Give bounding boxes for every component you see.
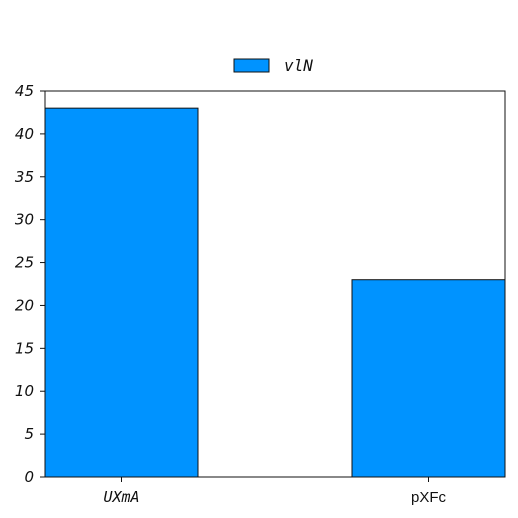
y-tick-label: 30 — [15, 211, 34, 229]
y-tick-label: 15 — [15, 339, 34, 357]
y-axis: 0 5 10 15 20 25 30 35 40 45 — [15, 82, 45, 486]
legend: vlN — [233, 56, 313, 75]
y-tick-label: 25 — [15, 254, 34, 272]
y-tick-label: 45 — [15, 82, 34, 100]
y-tick-label: 5 — [24, 425, 34, 443]
y-tick-label: 35 — [15, 168, 34, 186]
legend-label: vlN — [284, 56, 313, 75]
bar-UXmA — [44, 107, 199, 478]
x-axis: UXmA pXFc — [103, 477, 447, 506]
bar-pXFc — [351, 279, 506, 478]
legend-swatch — [233, 58, 270, 73]
y-tick-label: 10 — [15, 382, 34, 400]
y-tick-label: 0 — [24, 468, 34, 486]
y-tick-label: 40 — [15, 125, 34, 143]
x-tick-label: UXmA — [103, 488, 139, 506]
x-tick-label: pXFc — [411, 489, 447, 506]
bars — [44, 107, 506, 478]
y-tick-label: 20 — [15, 296, 34, 314]
